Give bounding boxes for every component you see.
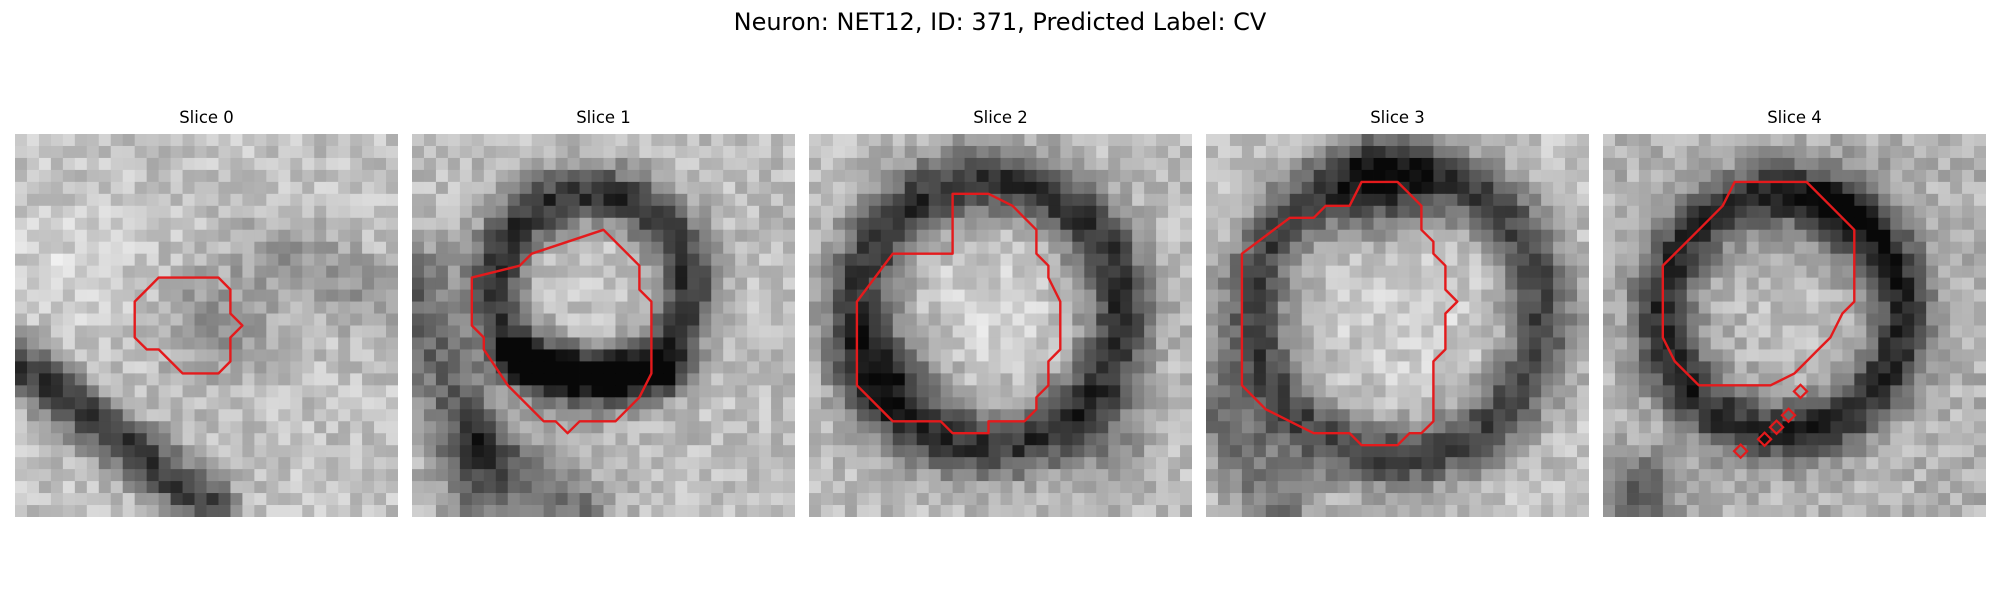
outline-fragment-marker: [1768, 419, 1785, 436]
outline-fragment-marker: [1780, 407, 1797, 424]
micrograph-pixels: [15, 134, 398, 517]
outline-fragment-marker: [1792, 383, 1809, 400]
slice-panel-4: Slice 4: [1603, 108, 1986, 517]
micrograph-pixels: [1206, 134, 1589, 517]
segmentation-outline: [470, 228, 653, 435]
slice-image-4: [1603, 134, 1986, 517]
outline-fragment-marker: [1732, 443, 1749, 460]
slice-image-2: [809, 134, 1192, 517]
slice-title-3: Slice 3: [1370, 108, 1425, 127]
micrograph-pixels: [1603, 134, 1986, 517]
micrograph-pixels: [809, 134, 1192, 517]
micrograph-pixels: [412, 134, 795, 517]
slice-panel-3: Slice 3: [1206, 108, 1589, 517]
segmentation-outline: [855, 192, 1062, 435]
segmentation-outline: [1240, 180, 1459, 447]
slice-image-0: [15, 134, 398, 517]
segmentation-outline: [1661, 180, 1856, 387]
slice-panel-1: Slice 1: [412, 108, 795, 517]
figure-title: Neuron: NET12, ID: 371, Predicted Label:…: [733, 8, 1267, 36]
slice-title-0: Slice 0: [179, 108, 234, 127]
slice-title-4: Slice 4: [1767, 108, 1822, 127]
slice-image-3: [1206, 134, 1589, 517]
outline-fragment-marker: [1756, 431, 1773, 448]
slice-title-2: Slice 2: [973, 108, 1028, 127]
slice-image-1: [412, 134, 795, 517]
segmentation-outline: [133, 276, 244, 375]
slice-title-1: Slice 1: [576, 108, 631, 127]
slice-panel-0: Slice 0: [15, 108, 398, 517]
slice-panel-2: Slice 2: [809, 108, 1192, 517]
